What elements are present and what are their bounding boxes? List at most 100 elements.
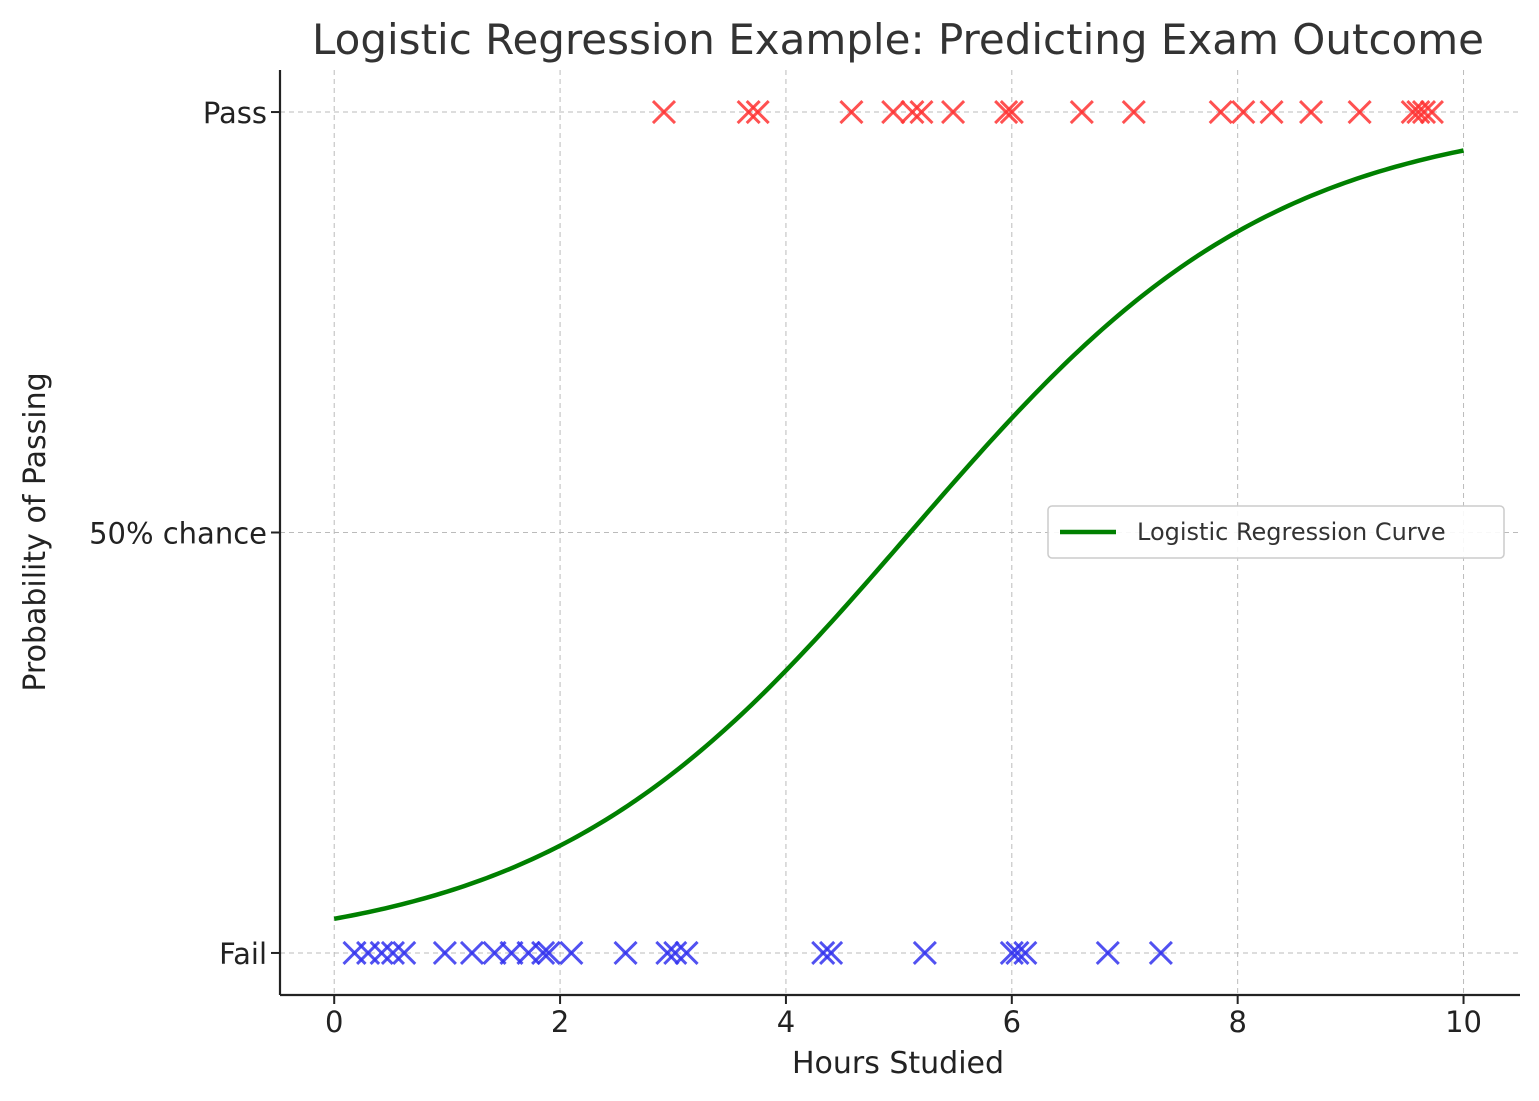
marker-stroke [432,940,457,966]
fail-data-point [432,940,457,966]
pass-data-point [1411,99,1437,125]
legend-box [1047,505,1505,559]
marker-stroke [1069,99,1094,125]
marker-stroke [674,940,699,966]
marker-stroke [1005,940,1030,966]
y-tick-label: 50% chance [89,517,267,551]
marker-stroke [1121,99,1146,125]
fail-data-point [1095,940,1120,966]
marker-stroke [663,940,688,966]
marker-stroke [941,99,966,125]
pass-data-point [1208,99,1233,125]
fail-data-point [482,940,507,966]
fail-data-point [369,940,394,966]
pass-data-point [745,99,770,125]
fail-data-point [663,940,688,966]
logistic-regression-curve [333,148,1464,922]
fail-data-point [912,940,937,966]
fail-data-point [499,940,524,966]
x-axis-ticks: 0 2 4 6 8 10 [325,995,1482,1039]
y-tick-label: Pass [203,96,267,130]
marker-stroke [655,940,680,966]
marker-stroke [1208,99,1233,125]
pass-data-point [1259,99,1284,125]
marker-stroke [909,99,934,125]
x-tick-label: 4 [777,1005,795,1039]
pass-data-point [1231,99,1256,125]
pass-data-point [736,99,761,125]
pass-data-point [839,99,864,125]
marker-stroke [1013,940,1038,966]
pass-data-point [994,99,1019,125]
x-axis-label: Hours Studied [792,1046,1004,1081]
pass-data-point [999,99,1024,125]
fail-data-point [613,940,638,966]
fail-data-point [559,940,584,966]
marker-stroke [380,940,405,966]
x-tick-label: 10 [1445,1005,1482,1039]
marker-stroke [994,99,1019,125]
legend-entry-logistic-curve: Logistic Regression Curve [1137,518,1446,546]
pass-data-point [1069,99,1094,125]
pass-data-point [941,99,966,125]
fail-data-point [674,940,699,966]
marker-stroke [811,940,836,966]
data-points [342,99,1444,966]
marker-stroke [745,99,770,125]
marker-stroke [1419,99,1444,125]
fail-data-point [819,940,844,966]
fail-data-point [459,940,485,966]
marker-stroke [1411,99,1437,125]
marker-stroke [613,940,638,966]
marker-stroke [881,99,906,125]
x-tick-label: 8 [1228,1005,1246,1039]
x-tick-label: 2 [551,1005,569,1039]
fail-data-point [536,940,561,966]
fail-data-point [392,940,417,966]
marker-stroke [1095,940,1120,966]
marker-stroke [736,99,761,125]
marker-stroke [999,99,1024,125]
pass-data-point [900,99,925,125]
marker-stroke [1347,99,1372,125]
pass-data-point [1121,99,1146,125]
fail-data-point [1148,940,1173,966]
y-axis-ticks: Fail 50% chance Pass [89,96,280,971]
marker-stroke [531,940,556,966]
pass-data-point [1299,99,1324,125]
marker-stroke [1231,99,1256,125]
marker-stroke [912,940,937,966]
fail-data-point [811,940,836,966]
marker-stroke [839,99,864,125]
marker-stroke [369,940,394,966]
marker-stroke [1259,99,1284,125]
marker-stroke [1400,99,1425,125]
marker-stroke [1148,940,1173,966]
chart-title: Logistic Regression Example: Predicting … [312,15,1484,64]
y-axis-label: Probability of Passing [18,372,53,691]
pass-data-point [1347,99,1372,125]
pass-data-point [651,99,677,125]
marker-stroke [482,940,507,966]
marker-stroke [499,940,524,966]
fail-data-point [531,940,556,966]
marker-stroke [819,940,844,966]
fail-data-point [1013,940,1038,966]
marker-stroke [1299,99,1324,125]
marker-stroke [559,940,584,966]
marker-stroke [651,99,677,125]
fail-data-point [380,940,405,966]
regression-curve-layer [333,148,1464,922]
marker-stroke [459,940,485,966]
fail-data-point [655,940,680,966]
pass-data-point [1400,99,1425,125]
pass-data-point [909,99,934,125]
fail-data-point [1005,940,1030,966]
y-tick-label: Fail [219,937,267,971]
x-tick-label: 0 [325,1005,343,1039]
pass-data-point [1419,99,1444,125]
x-tick-label: 6 [1003,1005,1021,1039]
marker-stroke [900,99,925,125]
marker-stroke [392,940,417,966]
